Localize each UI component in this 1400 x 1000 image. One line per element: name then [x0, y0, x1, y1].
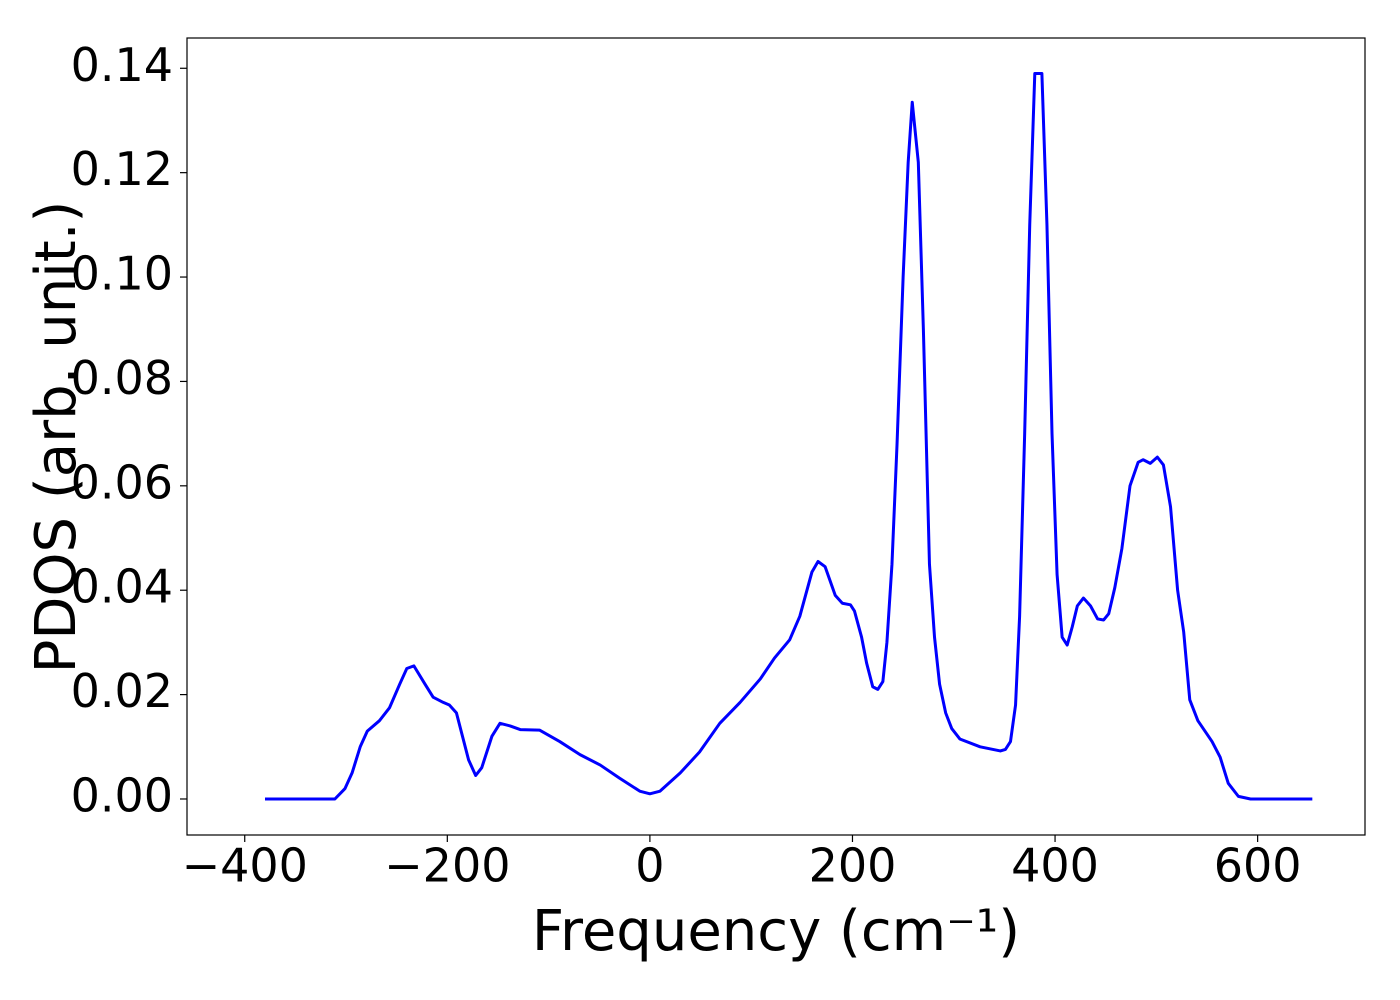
x-tick-label: −400: [182, 839, 308, 893]
x-tick-label: 400: [1011, 839, 1099, 893]
x-tick-label: 0: [635, 839, 664, 893]
y-tick-label: 0.06: [71, 455, 173, 509]
y-tick-label: 0.08: [71, 351, 173, 405]
y-tick-label: 0.00: [71, 768, 173, 822]
y-tick-label: 0.14: [71, 38, 173, 92]
y-axis-label: PDOS (arb. unit.): [24, 201, 89, 674]
line-series: [264, 71, 1313, 801]
x-tick-label: 600: [1214, 839, 1302, 893]
y-tick-label: 0.10: [71, 247, 173, 301]
y-tick-label: 0.04: [71, 560, 173, 614]
plot-frame: [186, 37, 1366, 836]
x-tick-label: −200: [384, 839, 510, 893]
y-tick-label: 0.12: [71, 142, 173, 196]
x-tick-label: 200: [809, 839, 897, 893]
y-tick-label: 0.02: [71, 664, 173, 718]
x-axis-label: Frequency (cm⁻¹): [532, 899, 1020, 964]
